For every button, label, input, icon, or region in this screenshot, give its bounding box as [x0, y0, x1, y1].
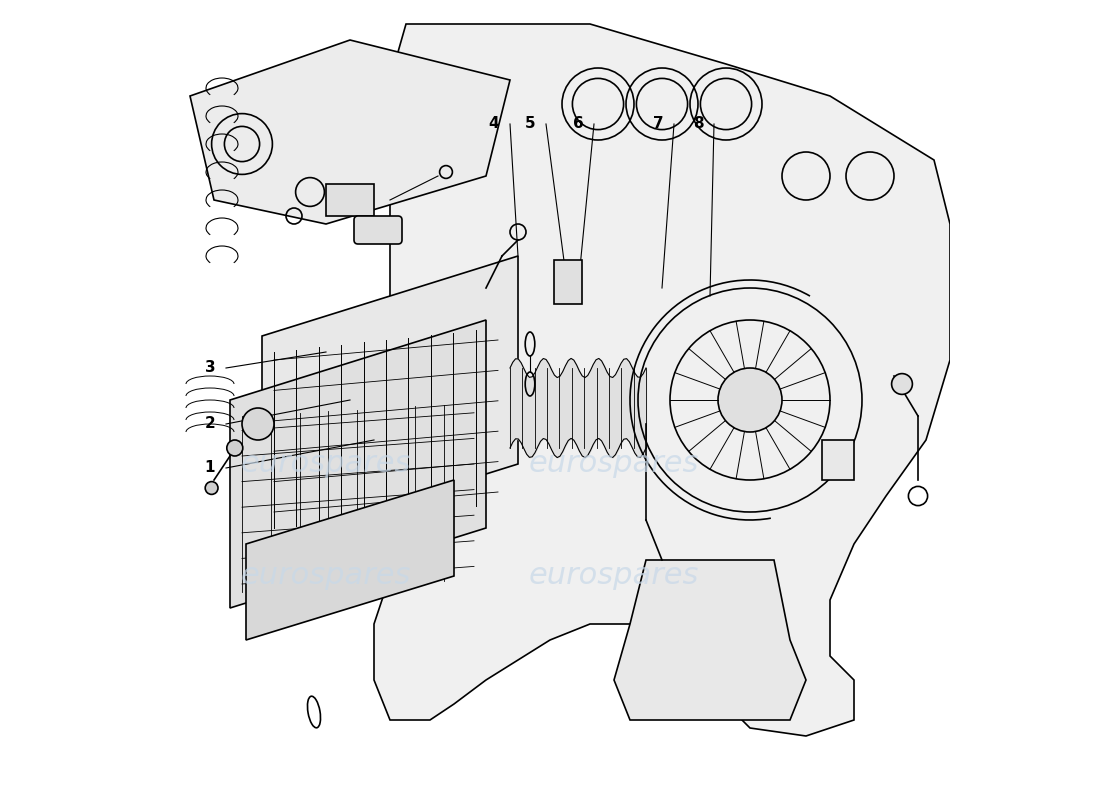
Circle shape — [227, 440, 243, 456]
Polygon shape — [190, 40, 510, 224]
Polygon shape — [614, 560, 806, 720]
Polygon shape — [262, 256, 518, 544]
Circle shape — [892, 374, 912, 394]
Circle shape — [718, 368, 782, 432]
Circle shape — [242, 408, 274, 440]
FancyBboxPatch shape — [822, 440, 854, 480]
FancyBboxPatch shape — [554, 260, 582, 304]
Text: 5: 5 — [525, 117, 536, 131]
Text: 4: 4 — [488, 117, 499, 131]
Circle shape — [206, 482, 218, 494]
Text: 6: 6 — [573, 117, 583, 131]
FancyBboxPatch shape — [354, 216, 402, 244]
Text: 1: 1 — [205, 461, 216, 475]
FancyBboxPatch shape — [326, 184, 374, 216]
Text: 8: 8 — [693, 117, 703, 131]
Text: eurospares: eurospares — [241, 562, 411, 590]
Text: eurospares: eurospares — [241, 450, 411, 478]
Text: 3: 3 — [205, 361, 216, 375]
Polygon shape — [246, 480, 454, 640]
Text: 2: 2 — [205, 417, 216, 431]
Text: 7: 7 — [652, 117, 663, 131]
Text: eurospares: eurospares — [529, 562, 700, 590]
Polygon shape — [230, 320, 486, 608]
Polygon shape — [374, 24, 950, 736]
Text: eurospares: eurospares — [529, 450, 700, 478]
